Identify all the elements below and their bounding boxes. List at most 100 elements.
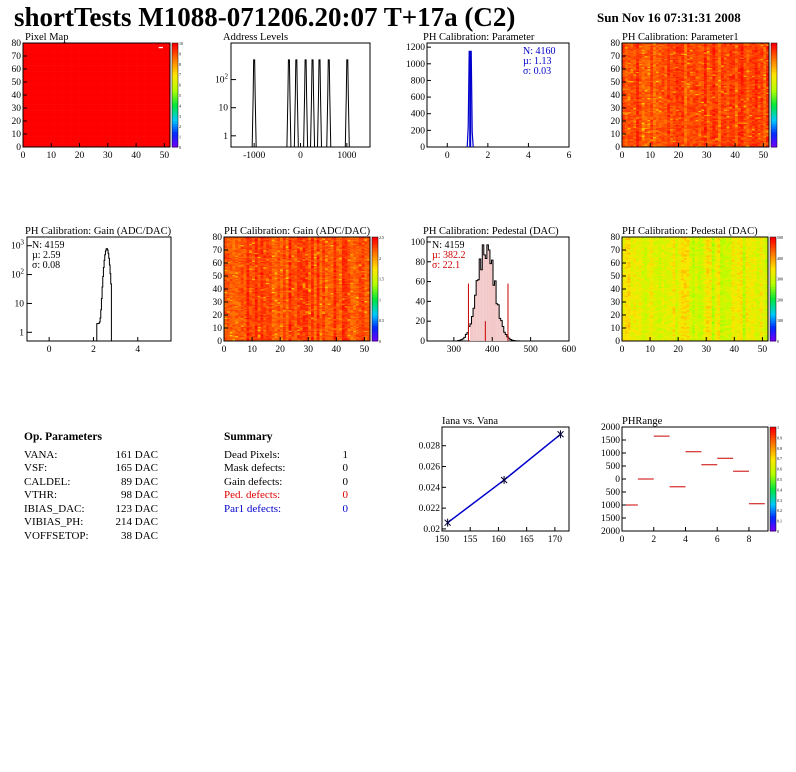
heatmap-cell — [31, 46, 35, 49]
heatmap-cell — [34, 126, 38, 128]
heatmap-cell — [34, 144, 38, 146]
heatmap-cell — [25, 143, 29, 145]
heatmap-cell — [42, 144, 46, 146]
heatmap-cell — [54, 76, 58, 79]
heatmap-cell — [39, 46, 44, 49]
heatmap-cell — [34, 88, 38, 91]
heatmap-cell — [31, 83, 35, 85]
heatmap-cell — [31, 88, 35, 91]
heatmap-cell — [23, 48, 27, 50]
heatmap-cell — [45, 92, 49, 94]
heatmap-cell — [51, 79, 55, 81]
heatmap-cell — [42, 83, 46, 85]
heatmap-cell — [34, 61, 38, 63]
heatmap-cell — [23, 46, 27, 49]
heatmap-cell — [31, 109, 35, 111]
heatmap-cell — [42, 67, 46, 70]
heatmap-cell — [48, 134, 52, 136]
heatmap-cell — [42, 84, 46, 87]
heatmap-cell — [34, 127, 38, 130]
heatmap-cell — [28, 121, 32, 123]
heatmap-cell — [25, 123, 29, 126]
heatmap-cell — [39, 83, 44, 85]
heatmap-cell — [51, 69, 55, 71]
heatmap-cell — [48, 115, 52, 118]
heatmap-cell — [31, 80, 35, 83]
heatmap-cell — [45, 128, 49, 131]
heatmap-cell — [39, 114, 44, 117]
heatmap-cell — [48, 56, 52, 58]
heatmap-cell — [39, 80, 44, 83]
heatmap-cell — [34, 44, 38, 46]
heatmap-cell — [45, 58, 49, 61]
heatmap-cell — [31, 44, 35, 46]
heatmap-cell — [37, 132, 41, 135]
heatmap-cell — [23, 128, 27, 131]
heatmap-cell — [42, 74, 46, 76]
y-tick-label: 600 — [411, 93, 426, 103]
heatmap-cell — [45, 65, 49, 67]
address-peak — [251, 59, 257, 148]
heatmap-cell — [23, 69, 27, 71]
heatmap-cell — [54, 132, 58, 135]
heatmap-cell — [51, 134, 55, 136]
heatmap-cell — [51, 119, 55, 122]
heatmap-cell — [45, 87, 49, 89]
heatmap-cell — [28, 117, 32, 119]
colorbar-segment — [172, 43, 178, 47]
heatmap-cell — [28, 130, 32, 132]
heatmap-cell — [23, 131, 27, 133]
heatmap-cell — [31, 127, 35, 130]
heatmap-cell — [42, 79, 46, 81]
y-tick-label: 40 — [12, 91, 22, 101]
heatmap-cell — [45, 126, 49, 128]
heatmap-cell — [34, 89, 38, 92]
heatmap-cell — [48, 96, 52, 98]
heatmap-cell — [42, 126, 46, 128]
heatmap-cell — [45, 101, 49, 104]
heatmap-cell — [31, 128, 35, 131]
heatmap-cell — [37, 127, 41, 130]
heatmap-cell — [31, 105, 35, 107]
heatmap-cell — [54, 101, 58, 104]
heatmap-cell — [54, 78, 58, 80]
heatmap-cell — [45, 75, 49, 78]
heatmap-cell — [54, 136, 58, 139]
heatmap-cell — [34, 79, 38, 81]
heatmap-cell — [54, 85, 58, 88]
x-tick-label: 1000 — [337, 151, 356, 161]
heatmap-cell — [25, 57, 29, 59]
heatmap-cell — [39, 111, 44, 114]
heatmap-cell — [25, 82, 29, 84]
heatmap-cell — [48, 85, 52, 88]
heatmap-cell — [25, 43, 29, 45]
heatmap-cell — [34, 139, 38, 141]
heatmap-cell — [42, 91, 46, 93]
heatmap-cell — [31, 53, 35, 55]
heatmap-cell — [54, 108, 58, 110]
heatmap-cell — [34, 85, 38, 88]
heatmap-cell — [48, 84, 52, 87]
heatmap-cell — [23, 53, 27, 55]
heatmap-cell — [37, 76, 41, 79]
heatmap-cell — [23, 117, 27, 119]
heatmap-cell — [25, 70, 29, 72]
x-tick-label: 20 — [75, 151, 85, 161]
heatmap-cell — [48, 53, 52, 55]
heatmap-cell — [48, 141, 52, 144]
heatmap-cell — [54, 88, 58, 91]
heatmap-cell — [31, 49, 35, 52]
heatmap-cell — [42, 58, 46, 61]
heatmap-cell — [42, 106, 46, 109]
heatmap-cell — [28, 89, 32, 92]
heatmap-cell — [37, 85, 41, 88]
heatmap-cell — [31, 119, 35, 122]
heatmap-cell — [48, 65, 52, 67]
heatmap-cell — [37, 52, 41, 54]
heatmap-cell — [51, 127, 55, 130]
heatmap-cell — [45, 72, 49, 75]
heatmap-cell — [28, 54, 32, 57]
heatmap-cell — [42, 85, 46, 88]
heatmap-cell — [25, 91, 29, 93]
heatmap-cell — [51, 53, 55, 55]
